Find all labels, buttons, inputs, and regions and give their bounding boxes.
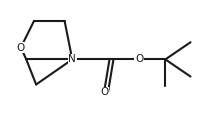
Text: O: O xyxy=(17,43,25,53)
Text: N: N xyxy=(68,54,76,64)
Text: O: O xyxy=(135,54,143,64)
Text: O: O xyxy=(100,87,108,97)
